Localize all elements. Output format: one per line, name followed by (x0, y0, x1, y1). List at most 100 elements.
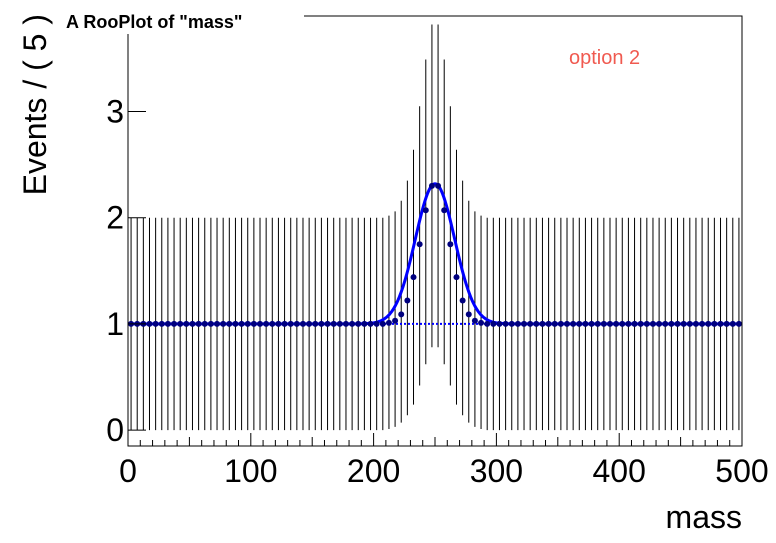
x-tick-label: 500 (715, 453, 768, 489)
data-point (275, 320, 282, 327)
data-point (539, 320, 546, 327)
data-point (189, 320, 196, 327)
data-point (729, 320, 736, 327)
x-tick-label: 400 (593, 453, 646, 489)
data-point (373, 320, 380, 327)
data-point (471, 317, 478, 324)
data-point (735, 320, 742, 327)
data-point (306, 320, 313, 327)
data-point (478, 319, 485, 326)
data-point (619, 320, 626, 327)
data-point (649, 320, 656, 327)
data-point (312, 320, 319, 327)
data-point (533, 320, 540, 327)
data-point (490, 320, 497, 327)
data-point (318, 320, 325, 327)
y-tick-label: 3 (106, 94, 124, 130)
data-point (705, 320, 712, 327)
x-axis-title: mass (666, 499, 742, 535)
title-box (62, 8, 304, 34)
data-point (263, 320, 270, 327)
data-point (557, 320, 564, 327)
data-point (158, 320, 165, 327)
data-point (146, 320, 153, 327)
data-point (404, 297, 411, 304)
x-tick-label: 300 (470, 453, 523, 489)
data-point (164, 320, 171, 327)
data-point (355, 320, 362, 327)
data-point (521, 320, 528, 327)
data-point (379, 320, 386, 327)
data-point (637, 320, 644, 327)
data-point (453, 274, 460, 281)
data-point (484, 320, 491, 327)
data-point (570, 320, 577, 327)
data-point (220, 320, 227, 327)
data-point (361, 320, 368, 327)
y-tick-label: 0 (106, 412, 124, 448)
data-point (293, 320, 300, 327)
data-point (594, 320, 601, 327)
data-point (496, 320, 503, 327)
data-point (668, 320, 675, 327)
data-points (128, 182, 742, 327)
option-annotation: option 2 (569, 47, 640, 69)
data-point (692, 320, 699, 327)
data-point (349, 320, 356, 327)
data-point (662, 320, 669, 327)
data-point (238, 320, 245, 327)
data-point (600, 320, 607, 327)
data-point (392, 317, 399, 324)
x-tick-label: 100 (224, 453, 277, 489)
y-axis-title: Events / ( 5 ) (17, 14, 53, 195)
data-point (183, 320, 190, 327)
data-point (214, 320, 221, 327)
x-tick-label: 200 (347, 453, 400, 489)
data-point (385, 319, 392, 326)
data-point (330, 320, 337, 327)
data-point (680, 320, 687, 327)
data-point (152, 320, 159, 327)
y-axis-ticks: 0 1 2 3 (106, 94, 146, 448)
data-point (723, 320, 730, 327)
data-point (177, 320, 184, 327)
data-point (447, 241, 454, 248)
data-point (606, 320, 613, 327)
data-point (226, 320, 233, 327)
data-point (287, 320, 294, 327)
data-point (686, 320, 693, 327)
plot-title: A RooPlot of "mass" (66, 12, 242, 32)
data-point (656, 320, 663, 327)
x-tick-label: 0 (119, 453, 137, 489)
data-point (435, 182, 442, 189)
y-tick-label: 2 (106, 200, 124, 236)
data-point (244, 320, 251, 327)
data-point (299, 320, 306, 327)
data-point (717, 320, 724, 327)
data-point (257, 320, 264, 327)
data-point (588, 320, 595, 327)
data-point (367, 320, 374, 327)
data-point (631, 320, 638, 327)
data-point (336, 320, 343, 327)
data-point (625, 320, 632, 327)
data-point (545, 320, 552, 327)
data-point (564, 320, 571, 327)
data-point (207, 320, 214, 327)
data-point (551, 320, 558, 327)
data-point (232, 320, 239, 327)
data-point (195, 320, 202, 327)
data-point (502, 320, 509, 327)
data-point (342, 320, 349, 327)
data-point (422, 207, 429, 214)
data-point (410, 274, 417, 281)
data-point (398, 311, 405, 318)
data-point (324, 320, 331, 327)
data-point (582, 320, 589, 327)
data-point (465, 311, 472, 318)
data-point (699, 320, 706, 327)
data-point (428, 182, 435, 189)
data-point (201, 320, 208, 327)
data-point (514, 320, 521, 327)
